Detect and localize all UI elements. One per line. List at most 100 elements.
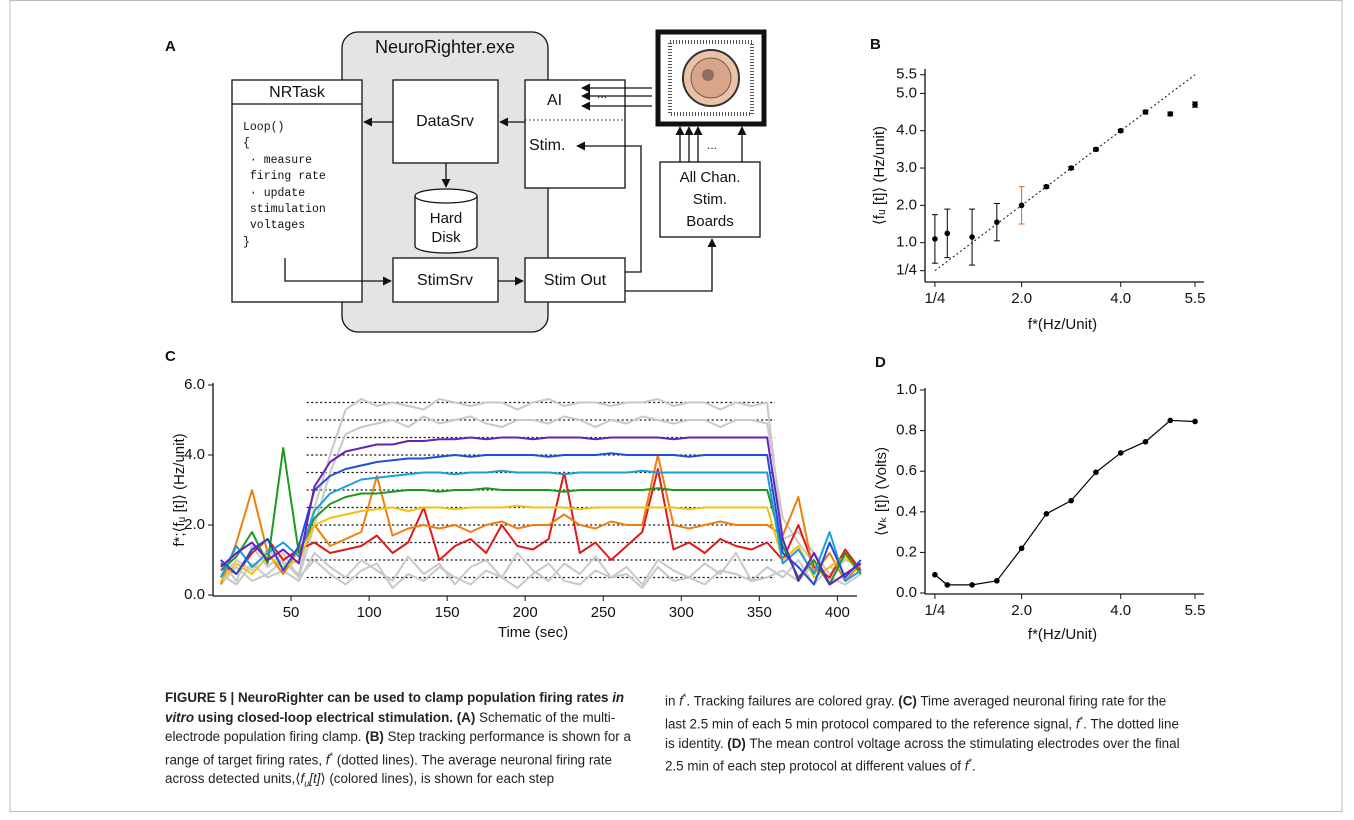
- x-tick-label: 1/4: [924, 290, 945, 307]
- point: [1093, 469, 1099, 476]
- point: [1117, 127, 1124, 134]
- disk-label: Disk: [431, 229, 461, 246]
- caption-text: . Tracking failures are colored gray.: [686, 693, 899, 709]
- caption-text: Step tracking performance is shown for a…: [165, 729, 631, 767]
- x-tick-label: 400: [825, 604, 850, 621]
- point: [1043, 511, 1050, 517]
- series-line: [934, 419, 1196, 586]
- code-line: · update: [243, 187, 305, 200]
- ellipsis: ...: [597, 87, 607, 101]
- ellipsis: ...: [707, 138, 717, 152]
- y-axis-label: f*;⟨fᵤ [t]⟩ (Hz/unit): [171, 433, 188, 546]
- y-tick-label: 0.0: [184, 586, 205, 603]
- point: [1093, 146, 1099, 153]
- y-tick-label: 4.0: [896, 122, 917, 139]
- point: [1167, 111, 1174, 117]
- series-line: [219, 469, 862, 582]
- y-axis-label: ⟨fᵤ [t]⟩ (Hz/unit): [871, 126, 888, 225]
- caption-text: (C): [898, 693, 917, 709]
- caption-text: . The dotted line is identity.: [665, 716, 1179, 751]
- y-tick-label: 2.0: [896, 196, 917, 213]
- arrow: [625, 238, 717, 292]
- boards-label: Boards: [686, 213, 734, 230]
- code-line: firing rate: [243, 170, 326, 183]
- caption-text: f: [300, 771, 305, 787]
- io-box: [524, 79, 626, 189]
- electrode-array: [655, 29, 767, 127]
- x-tick-label: 4.0: [1110, 290, 1131, 307]
- identity-line: [934, 74, 1196, 272]
- series-line: [220, 398, 862, 579]
- nrtask-box: [231, 79, 363, 303]
- point: [1192, 418, 1198, 425]
- arrow: [284, 258, 392, 286]
- disk-label: Hard: [430, 210, 463, 227]
- code-line: voltages: [243, 219, 305, 232]
- datasrv-label: DataSrv: [416, 113, 474, 130]
- point: [1068, 165, 1074, 171]
- point: [1018, 202, 1025, 209]
- point: [932, 571, 938, 578]
- point: [1068, 497, 1074, 504]
- caption-text: *: [329, 750, 334, 761]
- series-line: [220, 436, 862, 586]
- point: [994, 219, 1000, 225]
- panel-label: A: [165, 38, 176, 55]
- point: [944, 582, 951, 588]
- y-tick-label: 0.4: [896, 503, 917, 520]
- y-tick-label: 0.6: [896, 462, 917, 479]
- series-line: [220, 468, 862, 579]
- code-line: · measure: [243, 154, 312, 167]
- series-line: [219, 454, 862, 585]
- x-tick-label: 250: [591, 604, 616, 621]
- y-tick-label: 1.0: [896, 234, 917, 251]
- point: [994, 578, 1000, 584]
- point: [969, 234, 975, 240]
- point: [1142, 438, 1149, 445]
- caption-text: in: [665, 693, 680, 709]
- series-line: [220, 415, 862, 582]
- stimout-box: [524, 257, 626, 303]
- x-tick-label: 4.0: [1110, 602, 1131, 619]
- y-tick-label: 1/4: [896, 262, 917, 279]
- ai-label: AI: [547, 92, 562, 109]
- caption-text: ⟩ (colored lines), is shown for each ste…: [320, 771, 555, 787]
- caption-text: The mean control voltage across the stim…: [665, 735, 1180, 774]
- point: [1192, 101, 1198, 108]
- point: [932, 236, 938, 242]
- x-tick-label: 350: [747, 604, 772, 621]
- x-tick-label: 300: [669, 604, 694, 621]
- series-line: [220, 504, 862, 582]
- caption-text: f: [679, 693, 683, 709]
- stimsrv-label: StimSrv: [417, 272, 473, 289]
- caption-text: in vitro: [165, 690, 625, 725]
- x-axis-label: f*(Hz/Unit): [1028, 316, 1097, 333]
- point: [1117, 450, 1124, 456]
- point: [969, 582, 975, 588]
- x-tick-label: 2.0: [1011, 290, 1032, 307]
- arrow: [576, 141, 642, 273]
- code-line: }: [243, 236, 250, 249]
- panel-a: A NeuroRighter.exe NRTask Loop() { · mea…: [165, 29, 767, 333]
- caption-text: [t]: [309, 771, 321, 787]
- x-axis-label: f*(Hz/Unit): [1028, 626, 1097, 643]
- series-line: [220, 559, 862, 589]
- y-tick-label: 5.0: [896, 84, 917, 101]
- panel-label: D: [875, 354, 886, 371]
- x-tick-label: 50: [283, 604, 300, 621]
- point: [1018, 545, 1025, 552]
- boards-label: All Chan.: [680, 169, 741, 186]
- caption-right: in f*. Tracking failures are colored gra…: [665, 688, 1180, 776]
- code-line: stimulation: [243, 203, 326, 216]
- y-tick-label: 2.0: [184, 516, 205, 533]
- caption-text: Time averaged neuronal firing rate for t…: [665, 693, 1167, 732]
- x-tick-label: 2.0: [1011, 602, 1032, 619]
- caption-text: f: [325, 751, 330, 767]
- stimsrv-box: [392, 257, 499, 303]
- panel-label: C: [165, 348, 176, 365]
- stimout-label: Stim Out: [544, 272, 607, 289]
- caption-text: FIGURE 5 | NeuroRighter can be used to c…: [165, 690, 613, 705]
- caption-text: f: [964, 758, 969, 774]
